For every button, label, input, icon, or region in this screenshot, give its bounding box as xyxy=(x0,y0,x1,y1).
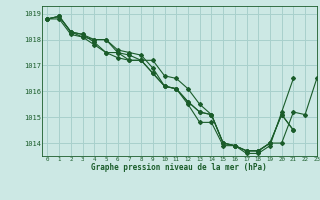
X-axis label: Graphe pression niveau de la mer (hPa): Graphe pression niveau de la mer (hPa) xyxy=(91,163,267,172)
